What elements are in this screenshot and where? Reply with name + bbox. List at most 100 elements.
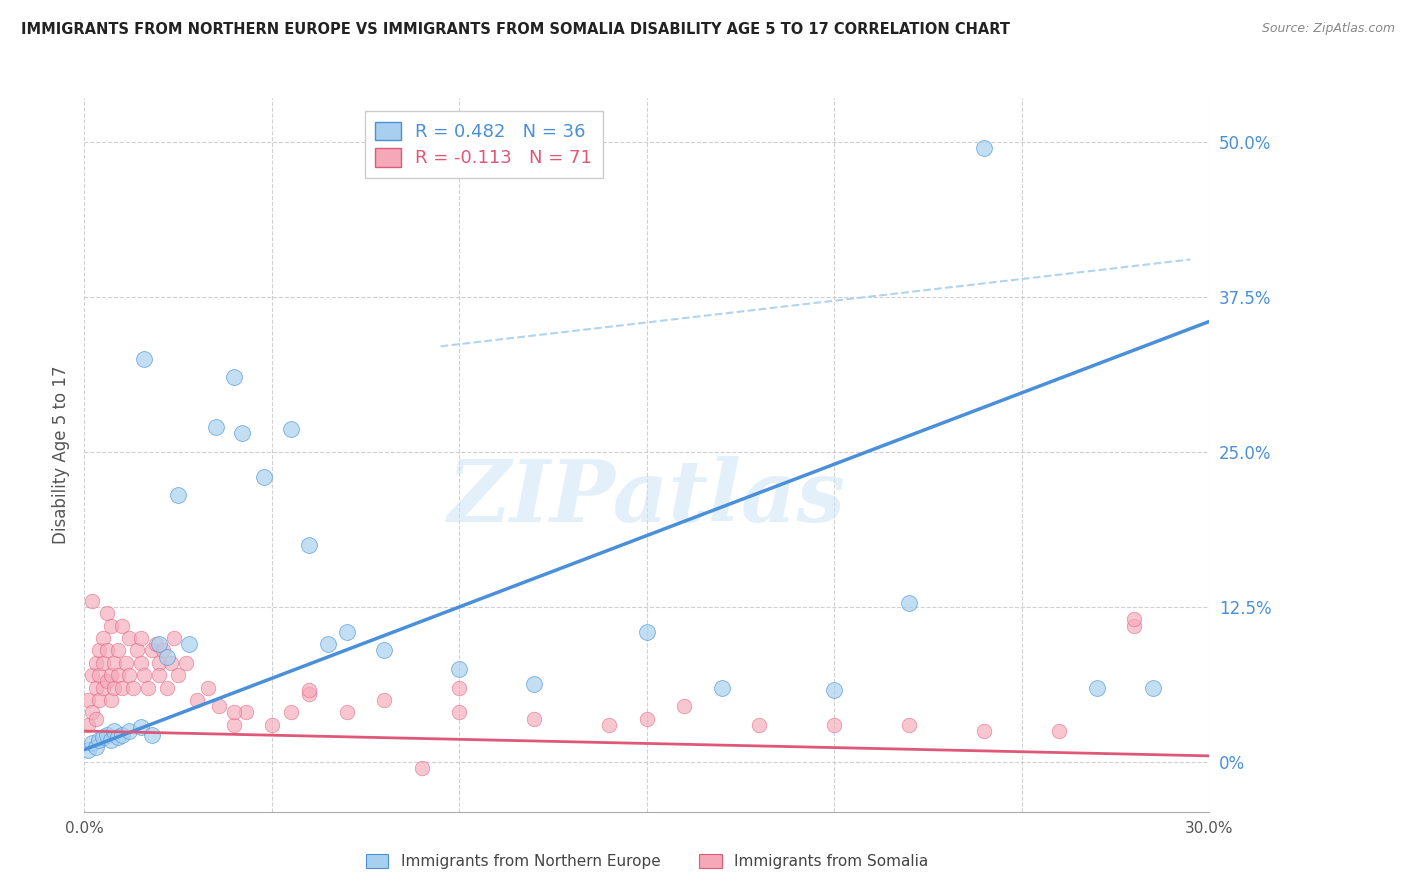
Point <box>373 643 395 657</box>
Point <box>84 740 107 755</box>
Point <box>134 668 156 682</box>
Point <box>118 631 141 645</box>
Point <box>89 668 111 682</box>
Point <box>823 683 845 698</box>
Point <box>89 693 111 707</box>
Point <box>598 718 620 732</box>
Point <box>253 469 276 483</box>
Point <box>449 706 471 720</box>
Point <box>103 656 125 670</box>
Point <box>103 681 125 695</box>
Point <box>141 643 163 657</box>
Point <box>1142 681 1164 695</box>
Point <box>260 718 283 732</box>
Point <box>91 681 114 695</box>
Point <box>231 426 253 441</box>
Point <box>973 724 995 739</box>
Point <box>80 706 103 720</box>
Point <box>748 718 770 732</box>
Point <box>224 706 246 720</box>
Point <box>100 732 122 747</box>
Point <box>80 593 103 607</box>
Text: IMMIGRANTS FROM NORTHERN EUROPE VS IMMIGRANTS FROM SOMALIA DISABILITY AGE 5 TO 1: IMMIGRANTS FROM NORTHERN EUROPE VS IMMIG… <box>21 22 1010 37</box>
Point <box>823 718 845 732</box>
Point <box>84 712 107 726</box>
Point <box>129 720 152 734</box>
Point <box>336 706 359 720</box>
Point <box>523 677 546 691</box>
Point <box>77 693 100 707</box>
Point <box>1123 612 1146 626</box>
Point <box>159 656 181 670</box>
Point <box>174 656 197 670</box>
Point <box>91 731 114 745</box>
Point <box>91 656 114 670</box>
Point <box>316 637 339 651</box>
Point <box>96 606 118 620</box>
Point <box>224 718 246 732</box>
Point <box>167 488 190 502</box>
Point <box>411 761 433 775</box>
Point <box>898 718 921 732</box>
Point <box>89 643 111 657</box>
Point <box>107 643 129 657</box>
Point <box>107 668 129 682</box>
Point <box>96 643 118 657</box>
Point <box>80 736 103 750</box>
Point <box>136 681 159 695</box>
Point <box>107 731 129 745</box>
Point <box>125 643 148 657</box>
Point <box>156 681 179 695</box>
Point <box>898 596 921 610</box>
Point <box>96 728 118 742</box>
Point <box>156 649 179 664</box>
Point <box>636 624 658 639</box>
Point <box>91 631 114 645</box>
Y-axis label: Disability Age 5 to 17: Disability Age 5 to 17 <box>52 366 70 544</box>
Point <box>710 681 733 695</box>
Point <box>111 681 134 695</box>
Point <box>298 687 321 701</box>
Point <box>148 637 170 651</box>
Point <box>100 668 122 682</box>
Point <box>77 742 100 756</box>
Point <box>141 728 163 742</box>
Point <box>973 141 995 155</box>
Point <box>1085 681 1108 695</box>
Point <box>84 656 107 670</box>
Point <box>235 706 257 720</box>
Point <box>163 631 186 645</box>
Text: ZIPatlas: ZIPatlas <box>447 456 846 540</box>
Point <box>129 631 152 645</box>
Point <box>298 683 321 698</box>
Point <box>100 693 122 707</box>
Point <box>298 538 321 552</box>
Point <box>84 681 107 695</box>
Point <box>523 712 546 726</box>
Point <box>186 693 208 707</box>
Point <box>179 637 201 651</box>
Legend: R = 0.482   N = 36, R = -0.113   N = 71: R = 0.482 N = 36, R = -0.113 N = 71 <box>364 111 603 178</box>
Point <box>224 370 246 384</box>
Point <box>111 728 134 742</box>
Point <box>111 618 134 632</box>
Point <box>122 681 145 695</box>
Point <box>449 662 471 676</box>
Point <box>145 637 167 651</box>
Point <box>148 668 170 682</box>
Point <box>134 351 156 366</box>
Legend: Immigrants from Northern Europe, Immigrants from Somalia: Immigrants from Northern Europe, Immigra… <box>360 848 934 875</box>
Point <box>103 724 125 739</box>
Point <box>449 681 471 695</box>
Point <box>373 693 395 707</box>
Point <box>280 706 302 720</box>
Point <box>118 668 141 682</box>
Point <box>118 724 141 739</box>
Point <box>152 643 174 657</box>
Point <box>148 656 170 670</box>
Point <box>208 699 231 714</box>
Point <box>673 699 696 714</box>
Point <box>1047 724 1070 739</box>
Point <box>80 668 103 682</box>
Point <box>636 712 658 726</box>
